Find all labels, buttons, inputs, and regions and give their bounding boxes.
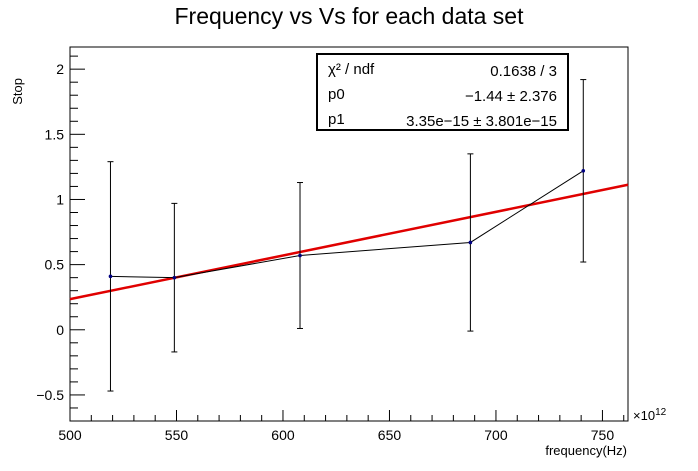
x-tick-label: 650	[378, 427, 402, 443]
stats-box-frame	[316, 53, 569, 131]
y-tick-label: 0	[56, 322, 64, 338]
fit-stats-box: χ² / ndf 0.1638 / 3 p0 −1.44 ± 2.376 p1 …	[316, 53, 569, 131]
x-exponent-power: 12	[655, 407, 667, 418]
stats-value-chi2: 0.1638 / 3	[490, 63, 557, 80]
x-tick-label: 700	[484, 427, 508, 443]
x-axis-label: frequency(Hz)	[545, 443, 627, 458]
stats-value-p1: 3.35e−15 ± 3.801e−15	[406, 113, 557, 130]
data-point	[298, 253, 302, 258]
data-series	[107, 79, 587, 392]
y-axis-label: Stop	[10, 78, 25, 105]
y-tick-label: 1	[56, 191, 64, 207]
y-tick-label: −0.5	[36, 387, 64, 403]
x-tick-label: 600	[271, 427, 295, 443]
stats-value-p0: −1.44 ± 2.376	[465, 88, 557, 105]
x-tick-label: 550	[165, 427, 189, 443]
stats-label-chi2: χ² / ndf	[328, 61, 375, 78]
x-exponent-times: ×10	[633, 408, 655, 423]
chart-title: Frequency vs Vs for each data set	[174, 3, 524, 29]
y-tick-label: 0.5	[45, 257, 65, 273]
x-tick-label: 750	[591, 427, 615, 443]
y-axis: −0.5 0 0.5 1 1.5 2	[36, 55, 85, 409]
data-point	[581, 168, 586, 173]
data-point	[108, 274, 113, 279]
x-axis-exponent: ×1012	[633, 407, 667, 423]
fit-line	[69, 183, 629, 301]
stats-label-p1: p1	[328, 111, 345, 128]
x-axis: 500 550 600 650 700 750	[58, 410, 625, 443]
data-point	[172, 275, 177, 280]
x-tick-label: 500	[58, 427, 82, 443]
y-tick-label: 1.5	[45, 126, 65, 142]
y-tick-label: 2	[56, 61, 64, 77]
stats-label-p0: p0	[328, 86, 345, 103]
data-point	[468, 240, 473, 245]
fit-line-segment	[69, 183, 629, 301]
